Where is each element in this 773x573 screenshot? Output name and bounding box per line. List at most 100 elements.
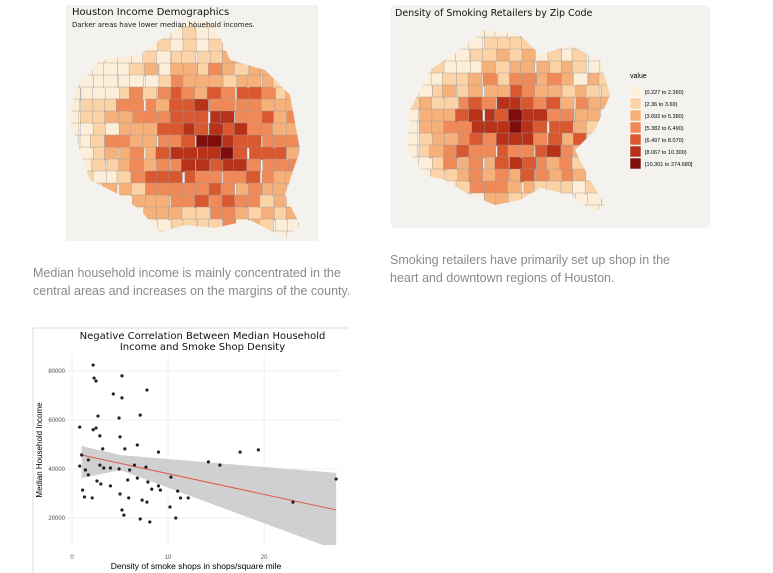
map-region	[559, 156, 574, 171]
point	[238, 450, 242, 454]
map-region	[273, 110, 288, 125]
map-region	[469, 132, 484, 147]
map-region	[431, 96, 446, 111]
map-region	[194, 86, 209, 101]
map-region	[194, 170, 210, 185]
map-region	[442, 84, 457, 99]
map-region	[233, 134, 248, 149]
map-region	[547, 108, 563, 123]
map-region	[236, 86, 252, 101]
point	[80, 488, 85, 492]
x-tick-label: 10	[165, 555, 172, 561]
map-region	[80, 98, 95, 113]
legend-title: value	[630, 73, 647, 80]
map-region	[196, 182, 211, 197]
map-region	[104, 110, 119, 125]
map-region	[130, 122, 145, 137]
map-region	[431, 132, 447, 147]
map-region	[131, 182, 146, 197]
point	[132, 463, 137, 467]
map-region	[546, 144, 562, 159]
map-region	[220, 182, 235, 197]
map-region	[467, 72, 483, 87]
point	[135, 443, 139, 447]
map-region	[129, 86, 144, 101]
point	[86, 473, 90, 477]
map-region	[155, 98, 170, 113]
map-region	[587, 96, 603, 111]
point	[128, 468, 132, 472]
map-region	[234, 194, 249, 209]
map-region	[272, 134, 287, 149]
map-region	[272, 182, 288, 197]
x-tick-label: 20	[261, 555, 268, 561]
point	[178, 496, 183, 500]
map-region	[573, 72, 588, 87]
map-region	[259, 194, 275, 209]
map-region	[246, 194, 262, 209]
point	[138, 413, 142, 417]
map-region	[572, 168, 587, 183]
legend-swatch	[629, 145, 642, 158]
map-region	[536, 60, 552, 75]
legend-swatch	[629, 157, 642, 170]
map-region	[519, 144, 535, 159]
map-region	[145, 110, 160, 125]
point	[146, 480, 150, 484]
point	[108, 484, 113, 488]
map-region	[444, 96, 459, 111]
map-region	[443, 144, 459, 159]
legend-label: [0.227 to 2.360)	[645, 90, 684, 96]
map-region	[471, 120, 486, 135]
map-region	[507, 144, 523, 159]
map-region	[575, 96, 591, 111]
map-region	[247, 122, 262, 137]
map-region	[221, 98, 236, 113]
point	[92, 376, 96, 380]
map-region	[209, 194, 224, 209]
point	[144, 465, 148, 469]
map-region	[495, 168, 510, 183]
legend-label: [5.382 to 6.490)	[645, 126, 684, 132]
map-region	[181, 50, 196, 65]
legend-label: [3.692 to 5.380)	[645, 114, 684, 120]
map-region	[103, 74, 118, 89]
map-region	[196, 38, 211, 53]
map-region	[169, 122, 184, 137]
map-region	[117, 134, 132, 149]
point	[156, 450, 161, 454]
map-region	[534, 168, 550, 183]
map-region	[261, 206, 277, 221]
point	[94, 426, 98, 430]
map-region	[219, 110, 235, 125]
map-region	[561, 84, 577, 99]
map-region	[508, 108, 523, 123]
map-region	[443, 60, 459, 75]
map-region	[298, 218, 300, 233]
map-region	[573, 120, 589, 135]
map-region	[246, 158, 261, 173]
map-region	[80, 122, 95, 137]
map-region	[468, 156, 484, 171]
map-region	[129, 134, 144, 149]
map-region	[533, 108, 548, 123]
y-tick-label: 20000	[48, 516, 65, 522]
map-region	[104, 146, 119, 161]
map-region	[483, 72, 498, 87]
map-region	[132, 110, 147, 125]
map-region	[220, 86, 236, 101]
map-region	[547, 72, 562, 87]
point	[120, 396, 124, 400]
map-region	[443, 156, 458, 171]
map-region	[195, 206, 211, 221]
map-region	[169, 98, 184, 113]
y-axis-label: Median Household Income	[35, 402, 44, 498]
map-region	[234, 206, 250, 221]
map-region	[549, 168, 564, 183]
map-region	[142, 50, 157, 65]
map-region	[182, 182, 197, 197]
point	[98, 463, 102, 467]
map-title: Houston Income Demographics	[72, 7, 230, 18]
map-region	[494, 108, 509, 123]
